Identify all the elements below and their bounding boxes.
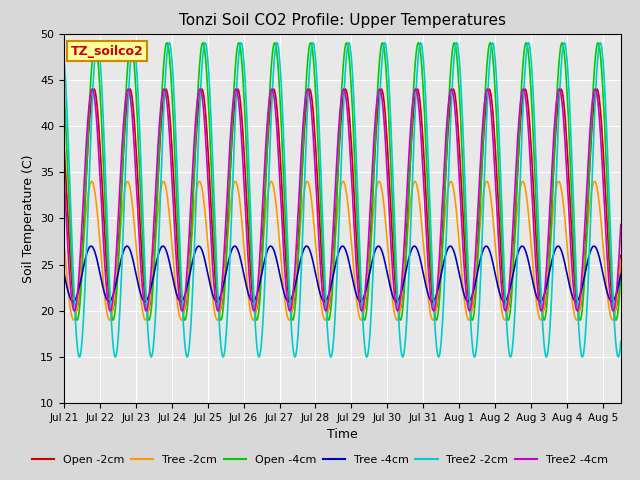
Tree -4cm — [606, 298, 614, 303]
Tree -4cm — [285, 299, 292, 304]
Tree2 -2cm — [60, 55, 68, 61]
Tree2 -4cm — [124, 86, 132, 92]
Open -4cm — [124, 65, 131, 71]
Tree2 -4cm — [298, 141, 306, 146]
Tree -4cm — [546, 266, 554, 272]
Tree2 -2cm — [606, 223, 614, 229]
Tree -4cm — [617, 272, 625, 277]
Open -2cm — [60, 142, 68, 147]
Tree2 -4cm — [157, 105, 164, 110]
X-axis label: Time: Time — [327, 429, 358, 442]
Open -2cm — [593, 86, 601, 92]
Line: Open -2cm: Open -2cm — [64, 89, 621, 311]
Tree -2cm — [547, 241, 554, 247]
Tree2 -2cm — [157, 183, 164, 189]
Legend: Open -2cm, Tree -2cm, Open -4cm, Tree -4cm, Tree2 -2cm, Tree2 -4cm: Open -2cm, Tree -2cm, Open -4cm, Tree -4… — [28, 451, 612, 469]
Line: Tree2 -4cm: Tree2 -4cm — [64, 89, 621, 311]
Open -4cm — [274, 59, 282, 64]
Tree2 -2cm — [124, 109, 132, 115]
Open -4cm — [397, 317, 404, 323]
Tree -4cm — [60, 270, 68, 276]
Title: Tonzi Soil CO2 Profile: Upper Temperatures: Tonzi Soil CO2 Profile: Upper Temperatur… — [179, 13, 506, 28]
Open -2cm — [298, 171, 306, 177]
Open -4cm — [157, 114, 164, 120]
Tree -2cm — [606, 312, 614, 317]
Tree -2cm — [274, 218, 282, 224]
Tree2 -2cm — [546, 323, 554, 329]
Tree2 -4cm — [606, 294, 614, 300]
Tree2 -2cm — [76, 354, 83, 360]
Tree -4cm — [157, 246, 164, 252]
Line: Open -4cm: Open -4cm — [64, 43, 621, 320]
Tree -2cm — [429, 317, 436, 323]
Tree -4cm — [124, 243, 131, 249]
Tree -4cm — [298, 252, 306, 258]
Open -2cm — [157, 127, 164, 132]
Tree -2cm — [88, 179, 95, 184]
Line: Tree2 -2cm: Tree2 -2cm — [64, 43, 621, 357]
Tree2 -4cm — [546, 200, 554, 206]
Tree2 -2cm — [298, 253, 306, 259]
Tree2 -4cm — [617, 222, 625, 228]
Open -2cm — [617, 252, 625, 258]
Text: TZ_soilco2: TZ_soilco2 — [70, 45, 143, 58]
Open -2cm — [546, 233, 554, 239]
Line: Tree -4cm: Tree -4cm — [64, 246, 621, 301]
Tree -2cm — [157, 187, 164, 192]
Line: Tree -2cm: Tree -2cm — [64, 181, 621, 320]
Y-axis label: Soil Temperature (C): Soil Temperature (C) — [22, 154, 35, 283]
Tree2 -2cm — [274, 41, 282, 47]
Tree2 -2cm — [561, 40, 568, 46]
Open -4cm — [606, 253, 614, 259]
Open -4cm — [547, 245, 554, 251]
Open -4cm — [127, 40, 135, 46]
Tree -4cm — [554, 243, 562, 249]
Tree2 -4cm — [60, 172, 68, 178]
Tree2 -4cm — [88, 86, 96, 92]
Open -4cm — [298, 174, 306, 180]
Open -2cm — [274, 114, 282, 120]
Tree2 -4cm — [274, 140, 282, 145]
Tree2 -2cm — [617, 339, 625, 345]
Tree -2cm — [60, 240, 68, 245]
Tree2 -4cm — [573, 308, 581, 313]
Open -4cm — [617, 270, 625, 276]
Tree -2cm — [617, 256, 625, 262]
Tree -4cm — [274, 261, 282, 266]
Tree -2cm — [298, 207, 306, 213]
Open -2cm — [606, 274, 614, 280]
Tree -2cm — [124, 179, 132, 184]
Open -4cm — [60, 87, 68, 93]
Open -2cm — [108, 308, 116, 313]
Open -2cm — [124, 94, 132, 100]
